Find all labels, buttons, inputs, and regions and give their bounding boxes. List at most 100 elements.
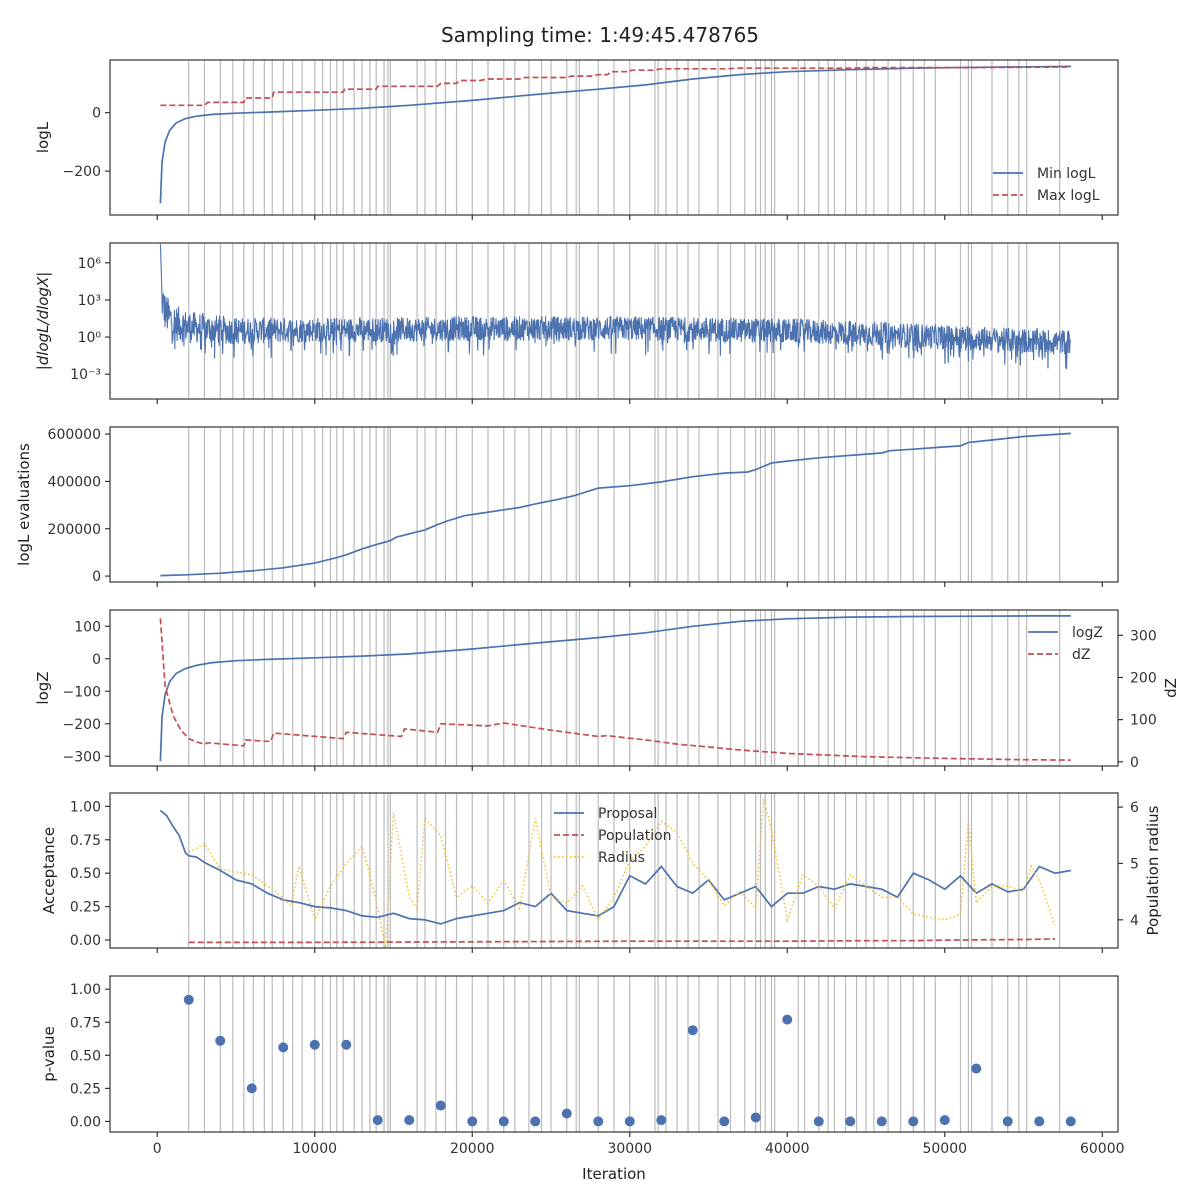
y-tick-label: −300 <box>63 749 101 765</box>
legend-logz: logZ dZ <box>1028 625 1103 663</box>
y-tick-label: 10³ <box>78 293 101 309</box>
legend-label: logZ <box>1072 625 1103 641</box>
p-value-point <box>593 1116 604 1127</box>
panel-dlogl: 10⁻³ 10⁰ 10³ 10⁶ |dlogL/dlogX| <box>34 242 1119 404</box>
p-value-point <box>845 1116 856 1127</box>
y-axis-label: |dlogL/dlogX| <box>34 272 52 371</box>
x-tick-label: 50000 <box>922 1141 967 1157</box>
x-tick-label: 30000 <box>607 1141 652 1157</box>
legend-label: dZ <box>1072 647 1090 663</box>
y-axis-label: Acceptance <box>40 827 58 914</box>
legend-label: Max logL <box>1037 188 1100 204</box>
panel-pvalue: 0 10000 20000 30000 40000 50000 60000 0.00 0.25 0… <box>40 975 1125 1157</box>
plot-area-accept <box>159 798 1071 948</box>
axes-frame <box>109 609 1119 767</box>
panel-evals: 0 200000 400000 600000 logL evaluations <box>15 426 1119 587</box>
p-value-point <box>309 1039 320 1050</box>
series-dz-line <box>159 618 1071 761</box>
p-value-point <box>278 1042 289 1053</box>
y-tick-label: 0 <box>92 106 101 122</box>
x-tick-label: 20000 <box>450 1141 495 1157</box>
series-radius-line <box>188 798 1056 948</box>
vlines-pvalue <box>188 976 1061 1132</box>
y-tick-label: 10⁰ <box>78 330 102 346</box>
p-value-point <box>372 1115 383 1126</box>
legend-label: Radius <box>598 850 645 866</box>
y2-tick-label: 6 <box>1130 800 1139 816</box>
x-tick-label: 0 <box>153 1141 162 1157</box>
plot-area-evals <box>160 432 1071 577</box>
p-value-point <box>246 1083 257 1094</box>
vlines-evals <box>188 427 1061 582</box>
panel-logz: −300 −200 −100 0 100 0 100 200 300 dZ logZ logZ dZ <box>34 609 1180 771</box>
figure-title: Sampling time: 1:49:45.478765 <box>441 23 759 47</box>
axes-frame <box>109 59 1119 216</box>
plot-area-logl <box>159 65 1071 204</box>
p-value-point <box>1034 1116 1045 1127</box>
legend-label: Proposal <box>598 806 657 822</box>
p-value-point <box>498 1116 509 1127</box>
vlines-accept <box>188 793 1061 948</box>
axes-frame <box>109 792 1119 949</box>
p-value-point <box>624 1116 635 1127</box>
x-tick-label: 40000 <box>765 1141 810 1157</box>
y-tick-label: −200 <box>63 164 101 180</box>
plot-area-logz <box>159 615 1071 762</box>
p-value-point <box>813 1116 824 1127</box>
panel-accept: 0.00 0.25 0.50 0.75 1.00 4 5 6 Population radius… <box>40 792 1162 953</box>
y-axis-label: p-value <box>40 1026 58 1082</box>
y-tick-label: 0.25 <box>70 900 101 916</box>
y2-tick-label: 300 <box>1130 628 1157 644</box>
p-value-point <box>404 1115 415 1126</box>
dlogl-trace <box>159 244 1072 370</box>
p-value-point <box>530 1116 541 1127</box>
y2-tick-label: 200 <box>1130 670 1157 686</box>
axes-frame <box>109 975 1119 1133</box>
y-tick-label: 1.00 <box>70 982 101 998</box>
y2-tick-label: 100 <box>1130 713 1157 729</box>
axes-frame <box>109 426 1119 583</box>
y-axis-label: logL <box>34 121 52 153</box>
p-value-point <box>971 1063 982 1074</box>
y-tick-label: 10⁶ <box>78 256 102 272</box>
y-tick-label: 200000 <box>48 522 101 538</box>
p-value-point <box>183 994 194 1005</box>
y-tick-label: 100 <box>74 619 101 635</box>
x-tick-label: 10000 <box>292 1141 337 1157</box>
p-value-point <box>687 1025 698 1036</box>
y2-axis-label: Population radius <box>1144 805 1162 935</box>
p-value-point <box>1002 1116 1013 1127</box>
p-value-point <box>341 1039 352 1050</box>
vlines-logz <box>188 610 1061 766</box>
legend-label: Population <box>598 828 672 844</box>
y-tick-label: 1.00 <box>70 799 101 815</box>
p-value-point <box>876 1116 887 1127</box>
p-value-point <box>1065 1116 1076 1127</box>
y2-tick-label: 4 <box>1130 913 1139 929</box>
p-value-point <box>782 1014 793 1025</box>
plot-area-pvalue <box>183 994 1076 1127</box>
y-tick-label: −200 <box>63 717 101 733</box>
y2-tick-label: 0 <box>1130 755 1139 771</box>
p-value-point <box>719 1116 730 1127</box>
y-tick-label: 0.50 <box>70 1048 101 1064</box>
y2-axis-label: dZ <box>1162 678 1180 698</box>
series-min-logl-line <box>159 65 1071 204</box>
y-tick-label: 0.25 <box>70 1081 101 1097</box>
y-tick-label: 0.75 <box>70 1015 101 1031</box>
p-value-point <box>435 1100 446 1111</box>
y-tick-label: 0.00 <box>70 1114 101 1130</box>
y2-tick-label: 5 <box>1130 856 1139 872</box>
series-population-line <box>188 938 1056 944</box>
x-tick-label: 60000 <box>1080 1141 1125 1157</box>
y-axis-label: logZ <box>34 671 52 704</box>
legend-logl: Min logL Max logL <box>993 166 1100 204</box>
series-evals-line <box>160 432 1071 577</box>
p-value-point <box>750 1112 761 1123</box>
legend-accept: Proposal Population Radius <box>554 806 672 866</box>
y-tick-label: −100 <box>63 684 101 700</box>
vlines-logl <box>188 60 1061 215</box>
x-axis-label: Iteration <box>582 1165 646 1183</box>
y-tick-label: 0.00 <box>70 933 101 949</box>
